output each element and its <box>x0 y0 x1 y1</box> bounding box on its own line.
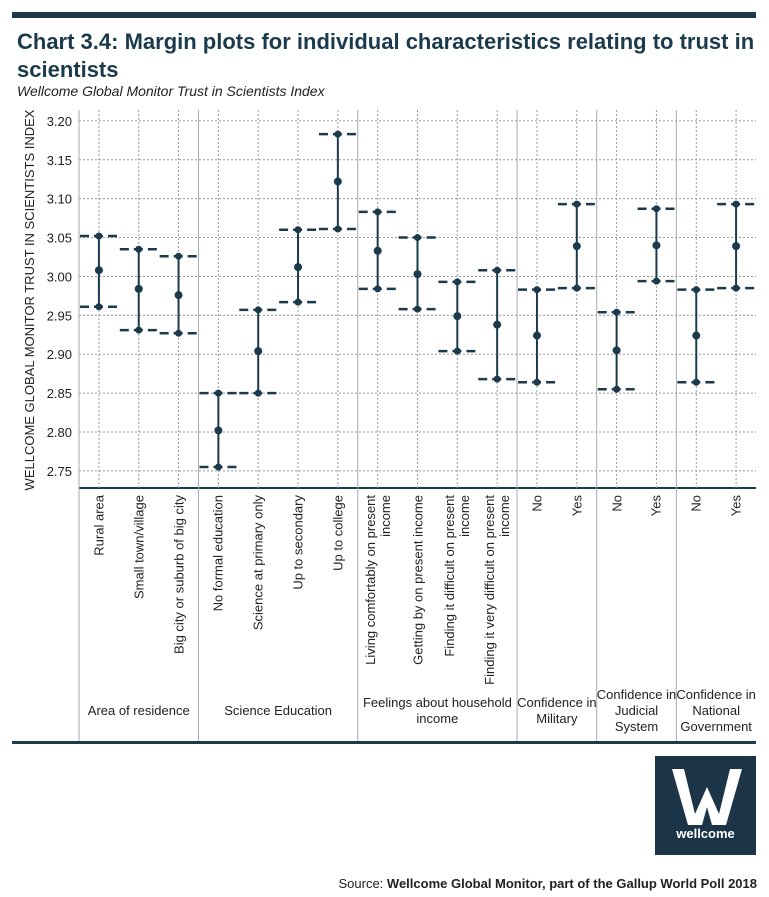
source: Source: Wellcome Global Monitor, part of… <box>338 876 757 891</box>
y-tick-label: 3.15 <box>47 153 72 168</box>
y-tick-label: 2.90 <box>47 347 72 362</box>
x-tick-label: Big city or suburb of big city <box>171 495 187 654</box>
source-text: Wellcome Global Monitor, part of the Gal… <box>386 876 757 891</box>
cap-dot <box>573 284 581 292</box>
estimate-dot <box>294 263 303 272</box>
x-tick-label: Rural area <box>91 495 107 556</box>
cap-dot <box>652 205 660 213</box>
x-tick-label: No <box>609 495 625 512</box>
cap-dot <box>95 232 103 240</box>
cap-dot <box>334 225 342 233</box>
x-tick-label: Yes <box>569 495 585 517</box>
cap-dot <box>294 226 302 234</box>
x-tick-label: No <box>688 495 704 512</box>
chart-subtitle: Wellcome Global Monitor Trust in Scienti… <box>17 83 325 99</box>
cap-dot <box>732 284 740 292</box>
y-tick-label: 2.80 <box>47 425 72 440</box>
cap-dot <box>334 130 342 138</box>
estimate-dot <box>333 177 342 186</box>
y-tick-label: 2.85 <box>47 386 72 401</box>
cap-dot <box>175 252 183 260</box>
group-label: Confidence in Military <box>517 695 597 726</box>
cap-dot <box>414 234 421 242</box>
top-rule <box>12 12 756 18</box>
cap-dot <box>652 277 660 285</box>
cap-dot <box>214 389 222 397</box>
cap-dot <box>692 286 700 294</box>
group-label: Feelings about household income <box>362 695 512 726</box>
x-tick-label: Finding it very difficult on present inc… <box>482 495 513 685</box>
estimate-dot <box>373 246 382 255</box>
cap-dot <box>533 286 541 294</box>
cap-dot <box>533 378 541 386</box>
x-tick-label: Finding it difficult on present income <box>442 495 473 657</box>
estimate-dot <box>254 347 263 356</box>
x-tick-label: Yes <box>728 495 744 517</box>
cap-dot <box>414 305 421 313</box>
cap-dot <box>214 463 222 471</box>
estimate-dot <box>692 331 701 340</box>
y-tick-label: 3.00 <box>47 269 72 284</box>
cap-dot <box>374 285 382 293</box>
group-label: Confidence in National Government <box>676 687 756 734</box>
group-label: Science Education <box>224 703 332 718</box>
y-tick-label: 2.95 <box>47 308 72 323</box>
estimate-dot <box>612 346 621 355</box>
y-tick-label: 3.10 <box>47 192 72 207</box>
estimate-dot <box>493 320 502 329</box>
cap-dot <box>692 378 700 386</box>
estimate-dot <box>134 284 143 293</box>
x-tick-label: Up to college <box>330 495 346 571</box>
estimate-dot <box>532 331 541 340</box>
estimate-dot <box>413 270 422 279</box>
cap-dot <box>254 389 262 397</box>
estimate-dot <box>94 266 103 275</box>
y-axis-label: WELLCOME GLOBAL MONITOR TRUST IN SCIENTI… <box>22 109 37 490</box>
x-tick-label: Up to secondary <box>290 495 306 590</box>
y-tick-label: 2.75 <box>47 464 72 479</box>
x-tick-label: Small town/village <box>131 495 147 600</box>
cap-dot <box>613 308 621 316</box>
estimate-dot <box>174 291 183 300</box>
cap-dot <box>254 306 262 314</box>
estimate-dot <box>214 426 223 435</box>
cap-dot <box>135 245 143 253</box>
cap-dot <box>175 329 183 337</box>
x-tick-label: Getting by on present income <box>410 495 425 665</box>
cap-dot <box>493 375 501 383</box>
source-label: Source: <box>338 876 384 891</box>
logo-mark <box>672 769 742 825</box>
x-tick-label: No formal education <box>210 495 226 612</box>
cap-dot <box>493 266 501 274</box>
cap-dot <box>294 298 302 306</box>
estimate-dot <box>732 242 741 251</box>
cap-dot <box>135 326 143 334</box>
cap-dot <box>374 208 382 216</box>
cap-dot <box>732 200 740 208</box>
x-tick-label: Living comfortably on present income <box>362 495 393 665</box>
cap-dot <box>453 278 461 286</box>
cap-dot <box>95 303 103 311</box>
x-tick-label: Science at primary only <box>250 495 266 631</box>
group-label: Area of residence <box>87 703 190 718</box>
x-tick-label: Yes <box>648 495 664 517</box>
y-tick-label: 3.05 <box>47 231 72 246</box>
y-tick-label: 3.20 <box>47 114 72 129</box>
group-label: Confidence in Judicial System <box>596 687 677 734</box>
estimate-dot <box>652 241 661 250</box>
x-tick-label: No <box>529 495 545 512</box>
cap-dot <box>453 347 461 355</box>
estimate-dot <box>453 312 462 321</box>
logo-text: wellcome <box>676 826 735 841</box>
chart-title: Chart 3.4: Margin plots for individual c… <box>17 29 755 82</box>
bottom-rule <box>12 741 756 744</box>
estimate-dot <box>572 242 581 251</box>
cap-dot <box>613 385 621 393</box>
cap-dot <box>573 200 581 208</box>
